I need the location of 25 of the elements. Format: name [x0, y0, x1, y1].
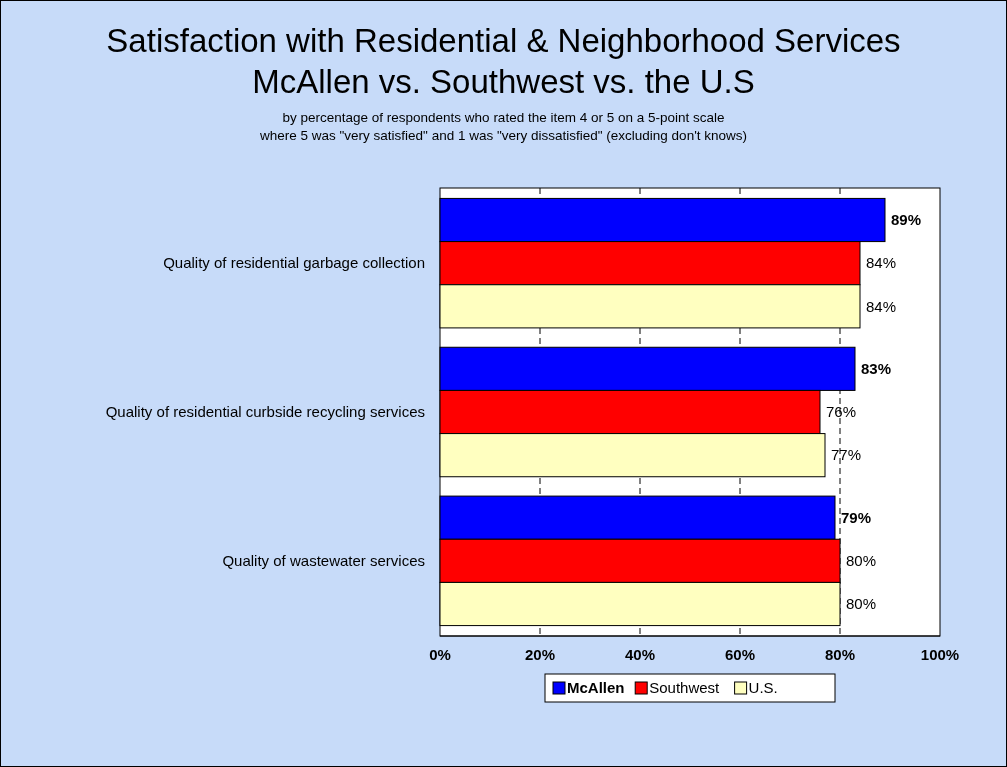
data-label: 80% [846, 595, 877, 613]
y-tick-label: Quality of residential garbage collection [163, 254, 425, 272]
legend-label: McAllen [567, 679, 625, 696]
x-tick-label: 100% [920, 646, 960, 663]
x-tick-label: 80% [824, 646, 856, 663]
text: by percentage of respondents who rated the item 4 or 5 on a 5-point scale [282, 110, 725, 125]
data-label: 84% [866, 297, 897, 315]
chart-subtitle: McAllen vs. Southwest vs. the U.S [252, 63, 755, 100]
chart-title: Satisfaction with Residential & Neighborhood Services [106, 22, 901, 59]
y-tick-label: Quality of residential curbside recycling services [105, 403, 425, 421]
x-tick-label: 0% [429, 646, 451, 663]
x-tick-label: 60% [724, 646, 756, 663]
data-label: 77% [831, 446, 862, 464]
legend-label: U.S. [748, 679, 778, 696]
data-label: 84% [866, 254, 897, 272]
data-label: 76% [826, 403, 857, 421]
y-tick-label: Quality of wastewater services [222, 552, 425, 570]
data-label: 83% [861, 360, 892, 378]
x-tick-label: 40% [624, 646, 656, 663]
legend-label: Southwest [649, 679, 721, 696]
text: where 5 was "very satisfied" and 1 was "very dissatisfied" (excluding don't knows) [259, 128, 747, 143]
data-label: 80% [846, 552, 877, 570]
data-label: 79% [841, 508, 872, 526]
x-tick-label: 20% [524, 646, 556, 663]
data-label: 89% [891, 211, 922, 229]
